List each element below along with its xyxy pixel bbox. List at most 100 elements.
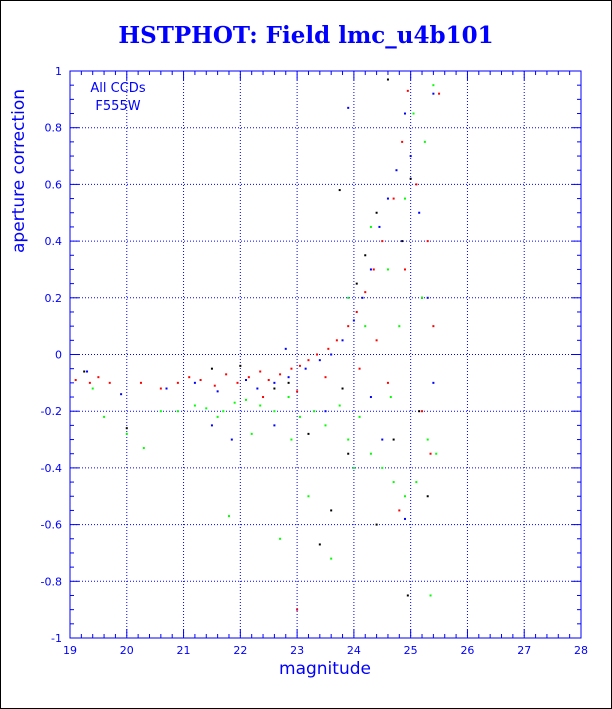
data-point xyxy=(86,370,89,373)
data-point xyxy=(159,410,162,413)
grid-lines xyxy=(70,71,581,638)
x-tick-labels: 19 20 21 22 23 24 25 26 27 28 xyxy=(63,644,588,657)
y-tick-label: -0.8 xyxy=(41,575,62,588)
data-point xyxy=(369,268,372,271)
data-point xyxy=(415,183,418,186)
data-point xyxy=(210,424,213,427)
data-point xyxy=(392,197,395,200)
data-point xyxy=(389,396,392,399)
y-tick-label: -1 xyxy=(51,632,62,645)
data-point xyxy=(193,381,196,384)
data-point xyxy=(335,339,338,342)
data-point xyxy=(139,381,142,384)
data-point xyxy=(418,211,421,214)
data-point xyxy=(159,387,162,390)
data-point xyxy=(403,112,406,115)
data-point xyxy=(290,438,293,441)
data-point xyxy=(358,367,361,370)
data-point xyxy=(352,466,355,469)
x-tick-label: 28 xyxy=(574,644,588,657)
data-point xyxy=(429,452,432,455)
data-point xyxy=(403,197,406,200)
data-point xyxy=(307,495,310,498)
data-point xyxy=(375,211,378,214)
data-point xyxy=(409,155,412,158)
data-point xyxy=(245,379,248,382)
data-point xyxy=(250,432,253,435)
data-point xyxy=(108,381,111,384)
x-tick-label: 19 xyxy=(63,644,77,657)
x-tick-label: 23 xyxy=(290,644,304,657)
data-point xyxy=(225,373,228,376)
data-point xyxy=(176,381,179,384)
data-point xyxy=(369,225,372,228)
data-point xyxy=(426,495,429,498)
data-point xyxy=(432,92,435,95)
data-point xyxy=(103,415,106,418)
data-point xyxy=(262,396,265,399)
data-point xyxy=(247,376,250,379)
data-point xyxy=(358,415,361,418)
data-point xyxy=(324,410,327,413)
data-point xyxy=(364,291,367,294)
data-point xyxy=(324,376,327,379)
x-tick-label: 26 xyxy=(460,644,474,657)
data-point xyxy=(398,509,401,512)
data-point xyxy=(386,197,389,200)
data-point xyxy=(97,376,100,379)
data-point xyxy=(438,92,441,95)
data-point xyxy=(230,438,233,441)
data-point xyxy=(423,140,426,143)
data-point xyxy=(432,84,435,87)
data-point xyxy=(378,225,381,228)
data-point xyxy=(406,89,409,92)
data-point xyxy=(213,384,216,387)
data-point xyxy=(287,396,290,399)
data-points xyxy=(74,78,441,611)
data-point xyxy=(296,608,299,611)
data-point xyxy=(338,404,341,407)
data-point xyxy=(426,438,429,441)
data-point xyxy=(165,387,168,390)
data-point xyxy=(307,359,310,362)
x-tick-label: 20 xyxy=(120,644,134,657)
data-point xyxy=(125,432,128,435)
data-point xyxy=(267,379,270,382)
data-point xyxy=(199,379,202,382)
data-point xyxy=(403,495,406,498)
data-point xyxy=(403,517,406,520)
data-point xyxy=(355,310,358,313)
data-point xyxy=(386,381,389,384)
y-tick-label: 1 xyxy=(55,65,62,78)
data-point xyxy=(421,410,424,413)
data-point xyxy=(210,367,213,370)
data-point xyxy=(296,390,299,393)
data-point xyxy=(341,387,344,390)
data-point xyxy=(259,404,262,407)
data-point xyxy=(216,390,219,393)
data-point xyxy=(279,373,282,376)
data-point xyxy=(364,325,367,328)
y-tick-label: -0.2 xyxy=(41,405,62,418)
data-point xyxy=(298,364,301,367)
data-point xyxy=(307,432,310,435)
data-point xyxy=(418,410,421,413)
tick-marks xyxy=(69,70,582,639)
data-point xyxy=(375,339,378,342)
data-point xyxy=(120,393,123,396)
data-point xyxy=(406,594,409,597)
data-point xyxy=(403,268,406,271)
data-point xyxy=(313,410,316,413)
data-point xyxy=(415,481,418,484)
x-tick-label: 21 xyxy=(177,644,191,657)
data-point xyxy=(347,325,350,328)
data-point xyxy=(426,296,429,299)
data-point xyxy=(347,296,350,299)
data-point xyxy=(287,376,290,379)
data-point xyxy=(395,169,398,172)
data-point xyxy=(435,452,438,455)
y-tick-labels: -1 -0.8 -0.6 -0.4 -0.2 0 0.2 0.4 0.6 0.8 1 xyxy=(41,65,62,645)
data-point xyxy=(259,370,262,373)
data-point xyxy=(369,452,372,455)
